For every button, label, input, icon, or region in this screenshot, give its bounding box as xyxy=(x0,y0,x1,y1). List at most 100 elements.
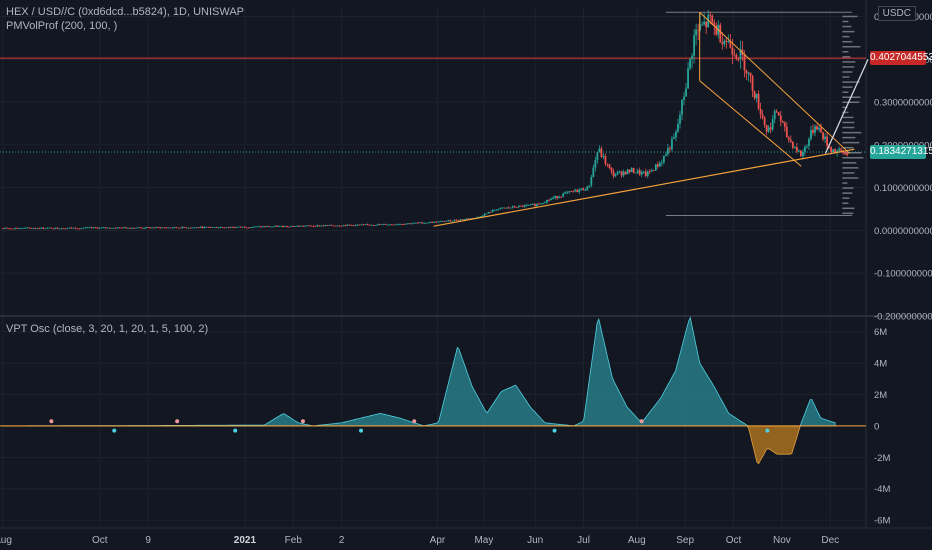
candle-body xyxy=(628,169,631,172)
unit-badge[interactable]: USDC xyxy=(877,6,916,21)
oscillator-pane[interactable] xyxy=(0,316,866,465)
candle-body xyxy=(711,15,714,23)
volume-profile-legend[interactable]: PMVolProf (200, 100, ) xyxy=(6,20,118,32)
candle-body xyxy=(346,224,349,226)
candle-body xyxy=(626,169,629,175)
candle-body xyxy=(48,227,51,229)
time-tick-label: Jun xyxy=(527,535,543,546)
price-tick-label: 0.0000000000 xyxy=(874,226,932,237)
candle-body xyxy=(229,227,232,228)
symbol-legend[interactable]: HEX / USD//C (0xd6dcd...b5824), 1D, UNIS… xyxy=(6,6,245,18)
candle-body xyxy=(106,227,109,229)
candle-body xyxy=(527,204,530,206)
candle-body xyxy=(616,172,619,175)
candle-body xyxy=(437,221,440,223)
support-trendline xyxy=(433,148,855,227)
candle-body xyxy=(257,226,260,228)
candle-body xyxy=(413,222,415,224)
candle-body xyxy=(572,191,575,193)
candle-body xyxy=(80,228,83,229)
candle-body xyxy=(540,203,542,205)
candle-body xyxy=(34,228,37,230)
candle-body xyxy=(352,225,355,226)
candle-body xyxy=(60,228,63,230)
candle-body xyxy=(576,189,579,193)
candle-body xyxy=(403,224,405,225)
candle-body xyxy=(96,227,99,229)
candle-body xyxy=(495,209,498,211)
candle-body xyxy=(308,225,311,227)
candle-body xyxy=(372,225,375,226)
candle-body xyxy=(161,227,164,229)
candle-body xyxy=(606,163,609,165)
candle-body xyxy=(493,210,496,211)
candle-body xyxy=(378,224,381,226)
candle-body xyxy=(457,220,460,221)
candle-body xyxy=(384,224,387,225)
candle-body xyxy=(812,129,814,133)
candle-body xyxy=(840,148,843,151)
candle-body xyxy=(419,222,421,224)
candle-body xyxy=(401,224,403,225)
candle-body xyxy=(826,136,828,146)
candle-body xyxy=(215,227,218,228)
candle-body xyxy=(74,227,77,229)
candle-body xyxy=(153,227,156,229)
candle-body xyxy=(681,99,683,115)
candle-body xyxy=(830,147,833,153)
candle-body xyxy=(624,171,627,175)
candle-body xyxy=(777,112,780,116)
candle-body xyxy=(149,227,151,229)
candle-body xyxy=(703,21,706,25)
candle-body xyxy=(598,148,601,153)
candle-body xyxy=(46,227,49,229)
candle-body xyxy=(151,227,154,229)
candle-body xyxy=(394,224,397,226)
candle-body xyxy=(221,227,224,229)
candle-body xyxy=(804,146,806,153)
candle-body xyxy=(574,189,577,192)
candle-body xyxy=(667,148,669,155)
candle-body xyxy=(769,127,772,130)
candle-body xyxy=(36,228,39,230)
osc-tick-label: -4M xyxy=(874,484,890,495)
candle-body xyxy=(765,124,768,132)
candle-body xyxy=(44,228,47,230)
candle-body xyxy=(145,227,147,229)
candle-body xyxy=(201,226,204,229)
candle-body xyxy=(310,225,313,227)
candle-body xyxy=(12,228,14,230)
candle-body xyxy=(320,225,323,227)
candle-body xyxy=(332,225,335,227)
time-tick-label: Oct xyxy=(92,535,108,546)
osc-pivot-dot xyxy=(300,419,305,424)
candle-body xyxy=(517,205,520,208)
candle-body xyxy=(749,72,752,77)
candle-body xyxy=(260,226,262,228)
candle-body xyxy=(82,227,85,229)
candle-body xyxy=(707,14,710,28)
candle-body xyxy=(562,193,565,197)
candle-body xyxy=(211,227,214,228)
candle-body xyxy=(652,170,655,172)
price-pane[interactable] xyxy=(0,10,869,230)
candle-body xyxy=(20,228,23,230)
candle-body xyxy=(231,227,234,228)
candle-body xyxy=(376,224,379,226)
candle-body xyxy=(582,188,585,191)
candle-body xyxy=(439,221,442,223)
candle-body xyxy=(314,226,317,227)
candle-body xyxy=(280,225,282,227)
candle-body xyxy=(411,223,413,225)
candle-body xyxy=(836,150,839,153)
candle-body xyxy=(586,186,589,191)
time-tick-label: Nov xyxy=(773,535,791,546)
candle-body xyxy=(405,223,407,225)
candle-body xyxy=(580,188,583,190)
vpt-osc-legend[interactable]: VPT Osc (close, 3, 20, 1, 20, 1, 5, 100,… xyxy=(6,323,209,335)
candle-body xyxy=(630,168,633,172)
candle-body xyxy=(552,197,554,199)
candle-body xyxy=(108,227,111,229)
candle-body xyxy=(6,227,8,229)
